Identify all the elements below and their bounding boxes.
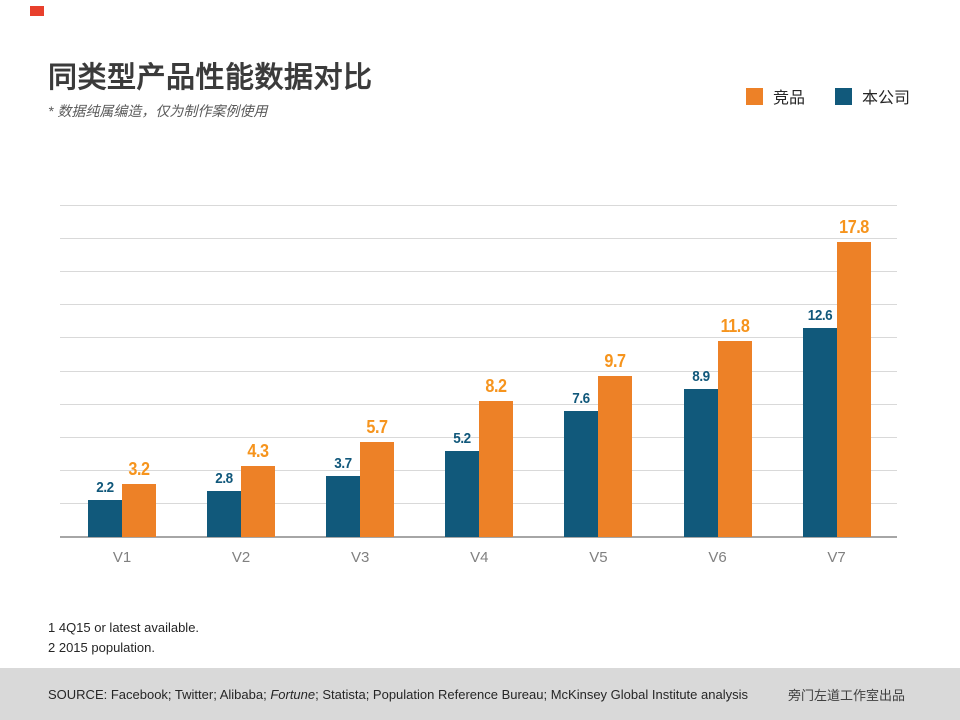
gridline bbox=[60, 403, 897, 405]
bar-value-label: 3.2 bbox=[128, 458, 150, 479]
category-label-v1: V1 bbox=[112, 549, 132, 566]
bar-value-label: 12.6 bbox=[807, 306, 832, 324]
source-segment: ; Statista; Population Reference Bureau;… bbox=[315, 686, 748, 702]
bar-v6-our-company: 8.9 bbox=[683, 368, 718, 537]
category-label-v6: V6 bbox=[708, 549, 727, 566]
bar-v2-competitor: 4.3 bbox=[241, 441, 276, 537]
bar-value-label: 2.2 bbox=[96, 479, 114, 497]
bar-value-label: 9.7 bbox=[604, 350, 627, 371]
gridline bbox=[60, 436, 897, 438]
gridline bbox=[60, 304, 897, 306]
brand-corner-marker bbox=[30, 6, 44, 16]
bar-value-label: 5.7 bbox=[366, 417, 389, 438]
bar-v2-our-company: 2.8 bbox=[207, 470, 242, 537]
legend-item-competitor: 竞品 bbox=[745, 84, 805, 108]
bar-value-label: 17.8 bbox=[838, 216, 869, 237]
bar-v1-competitor: 3.2 bbox=[122, 459, 156, 537]
bar-v7-competitor: 17.8 bbox=[836, 217, 871, 537]
page-title: 同类型产品性能数据对比 bbox=[48, 62, 373, 94]
studio-credit: 旁门左道工作室出品 bbox=[787, 687, 905, 703]
source-text: SOURCE: Facebook; Twitter; Alibaba; Fort… bbox=[48, 687, 748, 702]
source-bar: SOURCE: Facebook; Twitter; Alibaba; Fort… bbox=[0, 668, 960, 720]
bar-value-label: 5.2 bbox=[453, 429, 472, 447]
category-label-v3: V3 bbox=[351, 549, 370, 566]
bar-v4-competitor: 8.2 bbox=[479, 376, 514, 537]
category-label-v7: V7 bbox=[827, 549, 846, 566]
bar-v3-our-company: 3.7 bbox=[326, 455, 361, 537]
bar-value-label: 11.8 bbox=[720, 316, 749, 337]
bar-v5-competitor: 9.7 bbox=[598, 351, 633, 537]
bar-chart-plot-area: 2.2 3.2 V1 2.8 4.3 V2 3.7 5.7 V3 5.2 8.2 V4 7.6 9.7 V5… bbox=[60, 204, 897, 566]
bar-v3-competitor: 5.7 bbox=[360, 417, 395, 537]
bar-value-label: 2.8 bbox=[215, 469, 233, 487]
gridline bbox=[60, 204, 897, 206]
legend-swatch-competitor bbox=[745, 87, 763, 105]
category-label-v2: V2 bbox=[231, 549, 251, 566]
legend-swatch-our-company bbox=[834, 87, 852, 105]
bar-value-label: 8.9 bbox=[691, 368, 710, 386]
gridline bbox=[60, 237, 897, 239]
category-label-v5: V5 bbox=[589, 549, 608, 566]
bar-value-label: 7.6 bbox=[572, 389, 591, 407]
bar-value-label: 4.3 bbox=[247, 440, 270, 461]
category-label-v4: V4 bbox=[470, 549, 489, 566]
source-segment: SOURCE: Facebook; Twitter; Alibaba; bbox=[48, 686, 271, 702]
source-segment-italic: Fortune bbox=[270, 686, 316, 702]
bar-v4-our-company: 5.2 bbox=[445, 430, 480, 537]
gridline bbox=[60, 270, 897, 272]
gridline bbox=[60, 337, 897, 339]
bar-value-label: 3.7 bbox=[334, 454, 352, 472]
footnote-1: 1 4Q15 or latest available. bbox=[48, 620, 200, 635]
bar-value-label: 8.2 bbox=[485, 375, 508, 396]
legend-item-our-company: 本公司 bbox=[834, 84, 910, 108]
bar-v5-our-company: 7.6 bbox=[564, 390, 599, 537]
page-subtitle: * 数据纯属编造，仅为制作案例使用 bbox=[48, 103, 268, 119]
legend-label-competitor: 竞品 bbox=[772, 90, 805, 107]
bar-v1-our-company: 2.2 bbox=[88, 479, 122, 537]
footnote-2: 2 2015 population. bbox=[48, 640, 155, 655]
bar-v7-our-company: 12.6 bbox=[802, 307, 837, 537]
gridline bbox=[60, 370, 897, 372]
footnotes: 1 4Q15 or latest available. 2 2015 popul… bbox=[48, 618, 199, 658]
bar-v6-competitor: 11.8 bbox=[717, 316, 752, 537]
legend-label-our-company: 本公司 bbox=[861, 90, 910, 107]
legend: 竞品 本公司 bbox=[745, 84, 910, 108]
x-axis-baseline bbox=[60, 536, 897, 538]
